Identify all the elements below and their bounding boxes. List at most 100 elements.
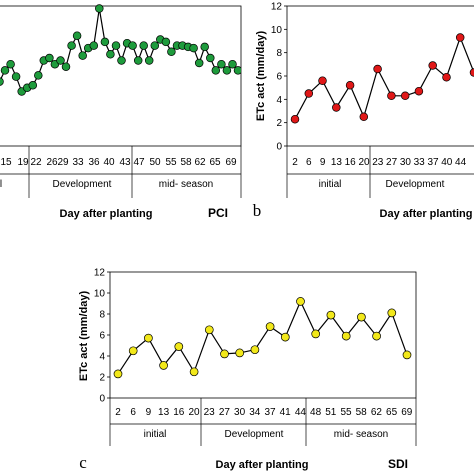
x-tick-label: 2 — [292, 157, 298, 168]
x-tick-label: 33 — [72, 157, 84, 168]
stage-label: mid- season — [159, 179, 213, 190]
data-point — [11, 72, 21, 81]
data-point — [61, 62, 71, 71]
y-tick-label: 4 — [99, 352, 105, 363]
x-tick-label: 16 — [345, 157, 357, 168]
x-tick-label: 44 — [455, 157, 467, 168]
data-point — [72, 31, 82, 40]
x-tick-label: 40 — [103, 157, 115, 168]
data-point — [67, 41, 76, 50]
data-point — [228, 59, 237, 69]
data-point — [318, 76, 327, 85]
data-point — [189, 367, 199, 377]
y-tick-label: 6 — [276, 72, 282, 83]
panel-letter: c — [79, 453, 87, 472]
x-tick-label: 26 — [46, 157, 58, 168]
x-tick-label: 33 — [414, 157, 426, 168]
x-tick-label: 9 — [320, 157, 326, 168]
series-group — [0, 4, 241, 96]
data-point — [144, 56, 154, 65]
y-tick-label: 10 — [94, 289, 106, 300]
data-point — [442, 72, 451, 82]
stage-label: initial — [319, 179, 342, 190]
data-point — [469, 68, 474, 77]
data-point — [372, 331, 381, 341]
treatment-label: SDI — [388, 457, 408, 471]
x-tick-label: 51 — [325, 407, 337, 418]
x-tick-label: 58 — [180, 157, 192, 168]
x-tick-label: 23 — [204, 407, 216, 418]
data-point — [387, 308, 397, 318]
data-point — [220, 349, 229, 359]
data-point — [89, 41, 99, 50]
data-point — [217, 59, 226, 69]
data-point — [111, 41, 121, 50]
x-tick-label: 65 — [386, 407, 398, 418]
x-tick-label: 40 — [441, 157, 453, 168]
stage-label: Development — [225, 429, 284, 440]
x-tick-label: 47 — [133, 157, 145, 168]
data-point — [200, 42, 209, 52]
x-tick-label: 6 — [306, 157, 312, 168]
data-point — [250, 345, 260, 355]
data-point — [189, 43, 198, 53]
data-point — [296, 297, 305, 306]
x-tick-label: 30 — [234, 407, 246, 418]
y-tick-label: 0 — [276, 142, 282, 153]
y-tick-label: 6 — [99, 331, 105, 342]
y-tick-label: 2 — [276, 118, 282, 129]
stage-label: Development — [386, 179, 445, 190]
x-tick-label: 20 — [188, 407, 200, 418]
data-point — [204, 325, 214, 335]
data-point — [161, 37, 171, 47]
x-tick-label: 27 — [386, 157, 398, 168]
x-tick-label: 16 — [173, 407, 185, 418]
data-point — [304, 89, 314, 98]
data-point — [106, 50, 115, 59]
series-group — [113, 297, 412, 379]
data-point — [139, 41, 148, 50]
data-point — [428, 61, 437, 70]
data-point — [373, 64, 382, 74]
data-point — [233, 66, 241, 75]
stage-label: mid- season — [334, 429, 388, 440]
x-tick-label: 44 — [295, 407, 307, 418]
data-point — [455, 33, 465, 42]
data-point — [150, 41, 160, 50]
y-tick-label: 12 — [94, 268, 106, 279]
panel-letter: b — [253, 201, 262, 220]
data-point — [341, 331, 351, 341]
data-point — [28, 81, 38, 90]
stage-label: Development — [53, 179, 112, 190]
stage-label: initial — [144, 429, 167, 440]
y-tick-label: 10 — [271, 25, 283, 36]
data-point — [128, 346, 138, 356]
data-point — [0, 66, 10, 75]
x-tick-label: 37 — [264, 407, 276, 418]
x-tick-label: 36 — [88, 157, 100, 168]
data-point — [332, 103, 341, 112]
data-point — [265, 322, 275, 331]
x-tick-label: 19 — [17, 157, 29, 168]
x-tick-label: 65 — [209, 157, 221, 168]
data-point — [222, 66, 232, 75]
data-point — [133, 56, 143, 65]
x-tick-label: 62 — [194, 157, 206, 168]
data-point — [56, 56, 65, 65]
data-point — [6, 59, 15, 69]
x-tick-label: 69 — [401, 407, 413, 418]
x-tick-label: 23 — [372, 157, 384, 168]
x-tick-label: 50 — [149, 157, 161, 168]
x-tick-label: 34 — [249, 407, 261, 418]
y-tick-label: 4 — [276, 95, 282, 106]
plot-frame — [109, 271, 417, 399]
x-tick-label: 13 — [331, 157, 343, 168]
y-tick-label: 8 — [276, 48, 282, 59]
y-tick-label: 12 — [271, 2, 283, 13]
data-point — [359, 112, 369, 122]
x-tick-label: 9 — [146, 407, 152, 418]
x-tick-label: 55 — [340, 407, 352, 418]
treatment-label: PCI — [208, 206, 228, 220]
